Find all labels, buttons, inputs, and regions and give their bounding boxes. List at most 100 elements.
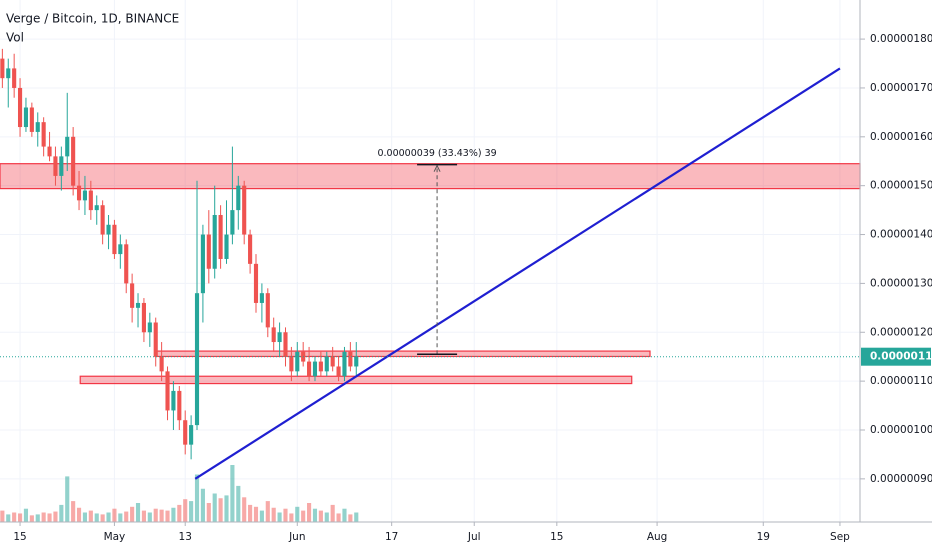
y-tick-label: 0.00000150 xyxy=(870,180,932,192)
candle-body xyxy=(147,322,152,333)
volume-bar xyxy=(141,510,146,522)
volume-bar xyxy=(47,513,52,522)
x-tick-label: 19 xyxy=(757,531,770,543)
volume-bar xyxy=(65,476,70,522)
volume-bar xyxy=(171,507,176,522)
candle-body xyxy=(330,356,335,367)
x-tick-label: Aug xyxy=(647,531,668,543)
candle-body xyxy=(236,185,241,211)
volume-bar xyxy=(59,504,64,522)
volume-bar xyxy=(212,493,217,522)
candle-body xyxy=(171,390,176,411)
x-tick-label: 13 xyxy=(179,531,192,543)
volume-bar xyxy=(248,504,253,522)
x-tick-label: 15 xyxy=(550,531,563,543)
volume-bar xyxy=(206,503,211,522)
volume-bar xyxy=(41,512,46,522)
volume-bar xyxy=(189,501,194,522)
volume-bar xyxy=(12,512,17,522)
candle-body xyxy=(312,361,318,377)
candle-body xyxy=(65,136,70,157)
axes: 0.00000180 0.00000170 0.00000160 0.00000150… xyxy=(13,33,932,543)
x-tick-label: May xyxy=(104,531,126,543)
candle-body xyxy=(165,371,170,411)
y-tick-label: 0.00000160 xyxy=(870,131,932,143)
volume-bar xyxy=(6,514,11,522)
candle-body xyxy=(336,366,341,377)
candle-body xyxy=(112,224,117,255)
candle-body xyxy=(106,224,111,235)
zone xyxy=(154,350,651,358)
candle-body xyxy=(324,356,329,372)
volume-bar xyxy=(177,504,182,522)
candle-body xyxy=(88,190,93,211)
candle-body xyxy=(218,214,223,259)
volume-bar xyxy=(224,495,229,522)
volume-bar xyxy=(312,508,318,522)
volume-bar xyxy=(29,515,34,522)
candle-body xyxy=(194,293,200,426)
x-tick-label: Sep xyxy=(830,531,850,543)
volume-bar xyxy=(277,512,282,522)
candle-body xyxy=(118,244,123,255)
volume-bar xyxy=(342,508,347,522)
volume-bar xyxy=(271,507,276,522)
candle-body xyxy=(141,302,146,333)
candle-body xyxy=(253,263,259,303)
volume-bar xyxy=(35,514,40,522)
candle-body xyxy=(23,107,29,128)
candle-body xyxy=(318,361,323,372)
last-price-box xyxy=(861,347,931,366)
volume-bar xyxy=(106,512,111,522)
candle-body xyxy=(224,234,229,259)
volume-bar xyxy=(94,513,99,522)
volume-bar xyxy=(200,488,205,522)
candle-body xyxy=(283,332,288,357)
volume-bar xyxy=(283,508,288,522)
candle-body xyxy=(242,185,247,235)
volume-bar xyxy=(330,504,335,522)
candle-body xyxy=(259,293,264,303)
y-tick-label: 0.00000180 xyxy=(870,33,932,45)
volume-bar xyxy=(71,501,76,522)
candle-body xyxy=(289,356,294,372)
candle-body xyxy=(82,190,88,201)
y-tick-label: 0.00000090 xyxy=(870,473,932,485)
y-tick-label: 0.00000120 xyxy=(870,326,932,338)
candle-body xyxy=(35,122,40,132)
y-tick-label: 0.00000110 xyxy=(870,375,932,387)
volume-bar xyxy=(354,512,359,522)
candles xyxy=(0,48,359,460)
y-tick-label: 0.00000140 xyxy=(870,229,932,241)
volume-bar xyxy=(236,485,241,522)
x-tick-label: Jul xyxy=(467,531,481,543)
volume-bar xyxy=(348,514,353,522)
volume-bar xyxy=(124,511,129,522)
candle-body xyxy=(265,293,270,328)
candle-body xyxy=(41,122,46,147)
candle-body xyxy=(348,351,353,367)
candle-body xyxy=(200,234,205,294)
volume-bar xyxy=(147,512,152,522)
volume-bar xyxy=(118,513,123,522)
volume-bar xyxy=(265,501,270,522)
volume-bar xyxy=(336,513,341,522)
volume-bar xyxy=(130,506,135,522)
volume-bar xyxy=(100,514,105,522)
candle-body xyxy=(206,234,211,269)
candle-body xyxy=(271,327,276,343)
candle-body xyxy=(29,107,34,132)
trend-line xyxy=(194,67,841,480)
candle-body xyxy=(248,234,253,264)
volume-label: Vol xyxy=(6,31,24,45)
candle-body xyxy=(212,214,217,269)
volume-bar xyxy=(259,510,264,522)
candle-body xyxy=(6,68,11,79)
chart-title: Verge / Bitcoin, 1D, BINANCE xyxy=(6,12,179,26)
volume-bar xyxy=(112,508,117,522)
volume-bar xyxy=(318,510,323,522)
candle-body xyxy=(189,425,194,445)
y-tick-label: 0.00000170 xyxy=(870,82,932,94)
